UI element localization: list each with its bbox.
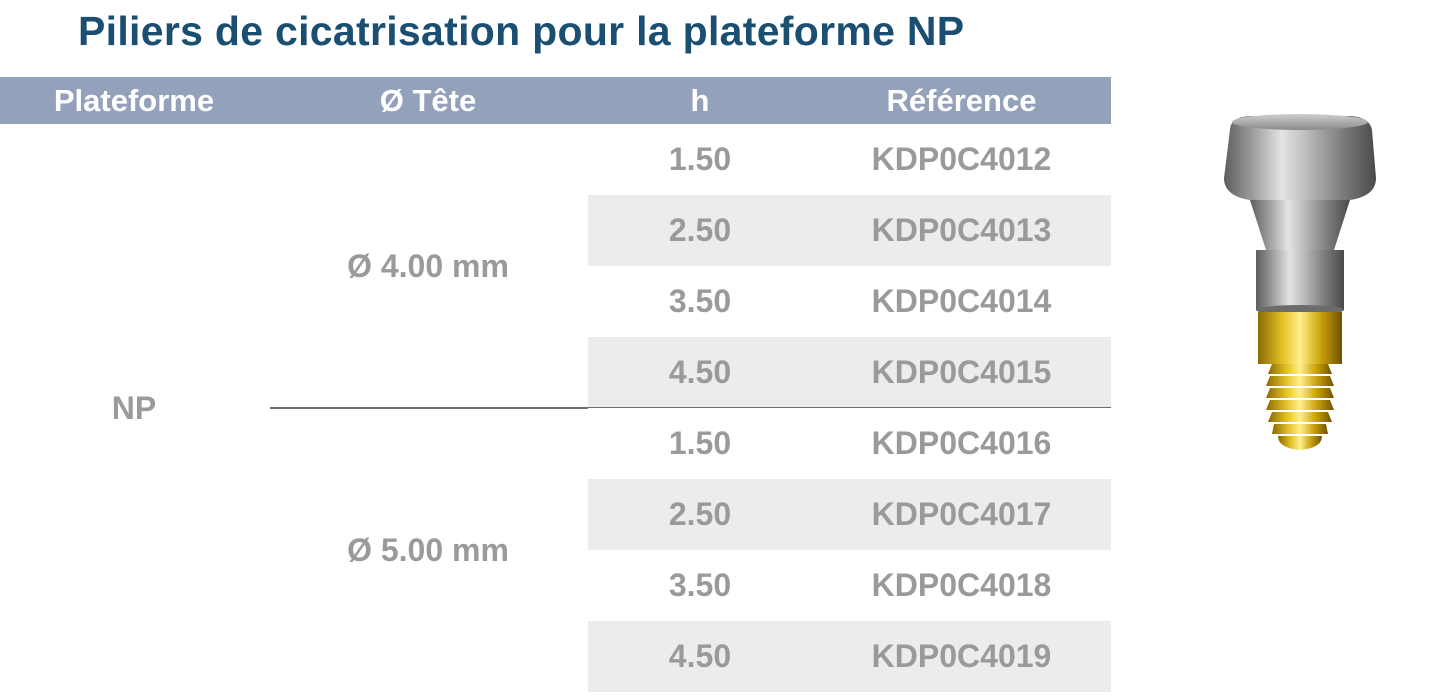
height-cell: 4.50 bbox=[668, 638, 732, 674]
table-row: 3.50 KDP0C4014 bbox=[588, 266, 1111, 337]
table-row: 1.50 KDP0C4012 bbox=[588, 124, 1111, 195]
table-row: 4.50 KDP0C4019 bbox=[588, 621, 1111, 692]
table-row: 4.50 KDP0C4015 bbox=[588, 337, 1111, 408]
table-row: 2.50 KDP0C4017 bbox=[588, 479, 1111, 550]
group-divider bbox=[270, 407, 588, 409]
group-divider bbox=[588, 407, 1111, 408]
tete-cell-5mm: Ø 5.00 mm bbox=[347, 531, 509, 568]
reference-cell: KDP0C4019 bbox=[871, 638, 1052, 674]
product-table: Plateforme Ø Tête h Référence NP Ø 4.00 … bbox=[0, 77, 1111, 692]
reference-cell: KDP0C4017 bbox=[871, 496, 1052, 532]
height-cell: 1.50 bbox=[668, 425, 732, 461]
reference-cell: KDP0C4012 bbox=[871, 141, 1052, 177]
height-cell: 2.50 bbox=[668, 496, 732, 532]
header-tete: Ø Tête bbox=[379, 83, 477, 118]
header-plateforme: Plateforme bbox=[53, 83, 215, 118]
header-h: h bbox=[690, 83, 710, 118]
reference-cell: KDP0C4015 bbox=[871, 354, 1052, 390]
reference-cell: KDP0C4016 bbox=[871, 425, 1052, 461]
reference-cell: KDP0C4013 bbox=[871, 212, 1052, 248]
header-reference: Référence bbox=[886, 83, 1037, 118]
height-cell: 3.50 bbox=[668, 283, 732, 319]
page-title: Piliers de cicatrisation pour la platefo… bbox=[78, 8, 965, 54]
table-row: 3.50 KDP0C4018 bbox=[588, 550, 1111, 621]
height-cell: 1.50 bbox=[668, 141, 732, 177]
table-row: 1.50 KDP0C4016 bbox=[588, 408, 1111, 479]
plateforme-cell: NP bbox=[111, 389, 157, 426]
table-rows: 1.50 KDP0C4012 2.50 KDP0C4013 3.50 KDP0C… bbox=[588, 124, 1111, 692]
tete-cell-4mm: Ø 4.00 mm bbox=[347, 247, 509, 284]
height-cell: 4.50 bbox=[668, 354, 732, 390]
height-cell: 2.50 bbox=[668, 212, 732, 248]
table-row: 2.50 KDP0C4013 bbox=[588, 195, 1111, 266]
reference-cell: KDP0C4014 bbox=[871, 283, 1052, 319]
healing-abutment-icon bbox=[1224, 114, 1376, 450]
height-cell: 3.50 bbox=[668, 567, 732, 603]
table-header: Plateforme Ø Tête h Référence bbox=[0, 77, 1111, 124]
reference-cell: KDP0C4018 bbox=[871, 567, 1052, 603]
